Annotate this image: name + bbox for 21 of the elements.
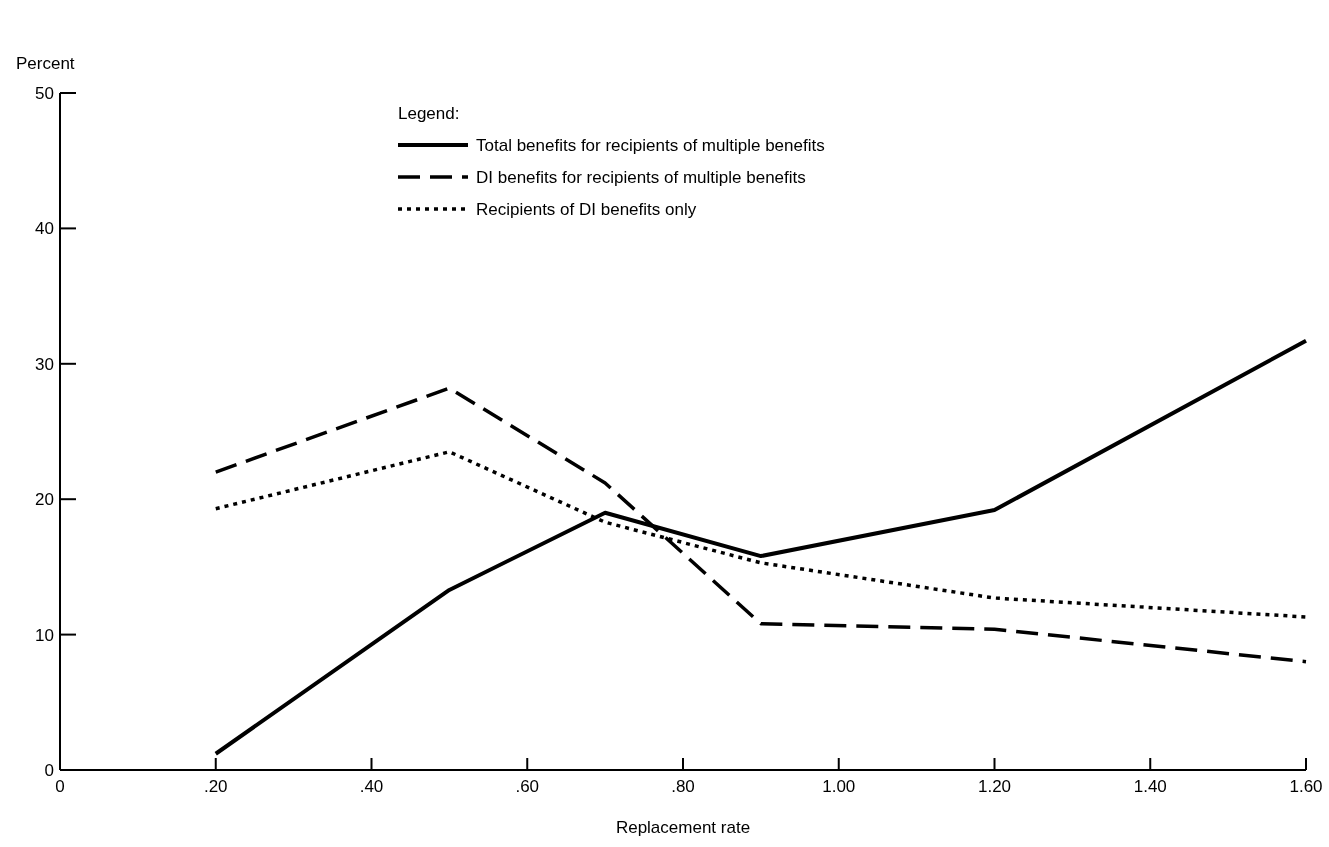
x-tick-label: .60 xyxy=(515,777,540,796)
line-series xyxy=(213,338,1308,756)
x-tick-label: .20 xyxy=(203,777,228,796)
y-tick-label: 10 xyxy=(35,625,54,645)
y-axis-title: Percent xyxy=(16,54,75,73)
legend-title: Legend: xyxy=(398,103,460,123)
y-tick-label: 30 xyxy=(35,354,54,374)
x-tick-label: .80 xyxy=(671,777,695,796)
y-tick-label: 40 xyxy=(35,219,54,239)
legend-label: Recipients of DI benefits only xyxy=(476,199,697,219)
y-tick-label: 0 xyxy=(44,760,54,780)
x-tick-label: 1.60 xyxy=(1289,777,1323,796)
legend-label: Total benefits for recipients of multiple benefits xyxy=(476,135,825,155)
x-tick-label: 1.40 xyxy=(1133,777,1167,796)
y-tick-label: 50 xyxy=(35,83,54,103)
x-tick-label: 1.20 xyxy=(977,777,1012,796)
x-axis-title: Replacement rate xyxy=(615,818,751,837)
legend-label: DI benefits for recipients of multiple benefits xyxy=(476,167,806,187)
x-tick-label: .40 xyxy=(359,777,384,796)
x-tick-label: 1.00 xyxy=(822,777,856,796)
y-tick-label: 20 xyxy=(35,490,54,510)
